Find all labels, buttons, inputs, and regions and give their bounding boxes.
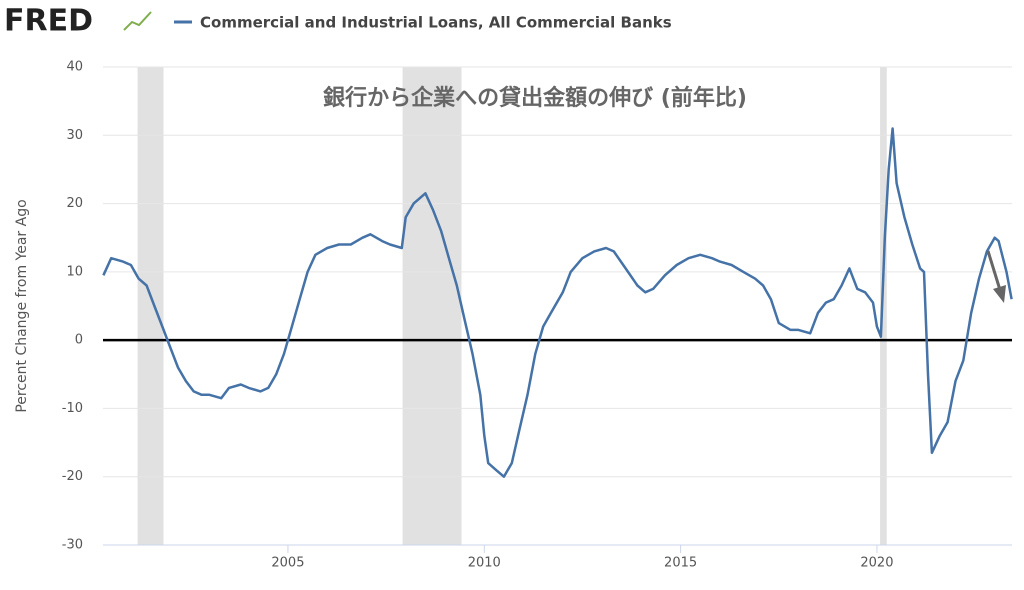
- y-tick-label: 30: [66, 128, 83, 143]
- y-tick-label: 20: [66, 196, 83, 211]
- y-tick-label: -30: [62, 538, 83, 553]
- x-tick-label: 2010: [468, 556, 501, 571]
- legend-label: Commercial and Industrial Loans, All Com…: [200, 14, 672, 32]
- recession: [402, 67, 462, 545]
- annotation: 銀行から企業への貸出金額の伸び (前年比): [323, 85, 747, 111]
- y-tick-label: 0: [75, 333, 83, 348]
- recession: [880, 67, 887, 545]
- x-tick-label: 2005: [271, 556, 304, 571]
- recession: [137, 67, 164, 545]
- y-tick-label: -20: [62, 469, 83, 484]
- y-tick-label: 10: [66, 264, 83, 279]
- logo: FRED: [4, 4, 93, 39]
- x-tick-label: 2015: [664, 556, 697, 571]
- arrow: [986, 250, 1006, 303]
- y-tick-label: 40: [66, 60, 83, 75]
- series-line: [102, 127, 1013, 478]
- y-tick-label: -10: [62, 401, 83, 416]
- x-tick-label: 2020: [860, 556, 893, 571]
- logo-icon: [123, 11, 152, 31]
- y-axis-label: Percent Change from Year Ago: [14, 199, 30, 412]
